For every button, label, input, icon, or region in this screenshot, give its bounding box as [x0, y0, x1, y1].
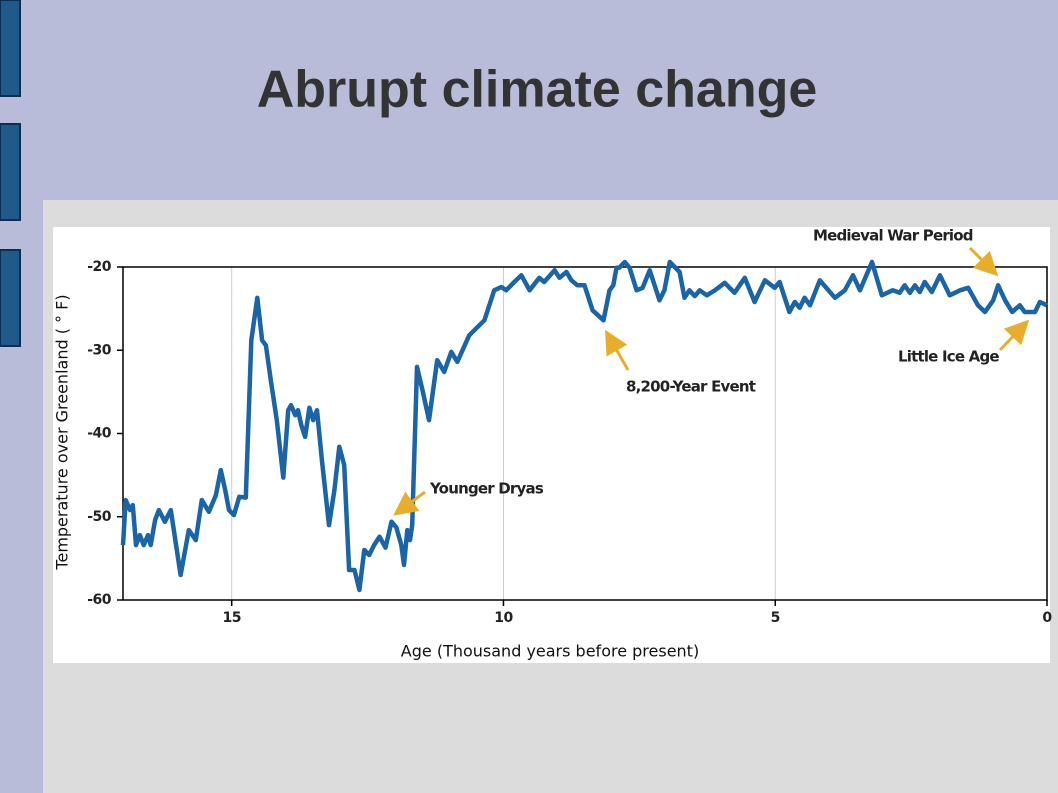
annotation: Younger Dryas	[429, 480, 544, 498]
x-tick-label: 5	[771, 610, 780, 626]
x-tick-label: 15	[222, 610, 240, 626]
plot: 15 10 5 0 -20 -30 -40 -50 -60	[87, 259, 1053, 626]
arrow	[393, 490, 426, 516]
y-tick-label: -40	[87, 426, 112, 442]
y-tick-label: -20	[87, 259, 112, 275]
data-line	[120, 259, 1048, 593]
plot-frame	[122, 266, 1048, 601]
annotation: Little Ice Age	[898, 348, 999, 366]
arrow	[605, 329, 630, 371]
annotation-arrows	[393, 246, 1030, 516]
side-bar	[0, 123, 21, 221]
chart-image	[53, 227, 1050, 663]
y-tick-label: -50	[87, 509, 112, 525]
y-tick-label: -60	[87, 592, 112, 608]
slide-title: Abrupt climate change	[257, 61, 818, 119]
arrow	[968, 246, 999, 277]
annotation: 8,200-Year Event	[626, 378, 756, 396]
y-tick-label: -30	[87, 342, 112, 358]
x-tick-label: 10	[494, 610, 513, 626]
x-axis-label: Age (Thousand years before present)	[401, 642, 699, 661]
x-tick-label: 0	[1042, 610, 1052, 626]
side-bar	[0, 249, 21, 347]
arrow	[998, 319, 1030, 352]
side-bar	[0, 0, 21, 97]
y-axis-label: Temperature over Greenland ( ° F)	[53, 294, 72, 570]
annotation: Medieval War Period	[813, 227, 973, 245]
